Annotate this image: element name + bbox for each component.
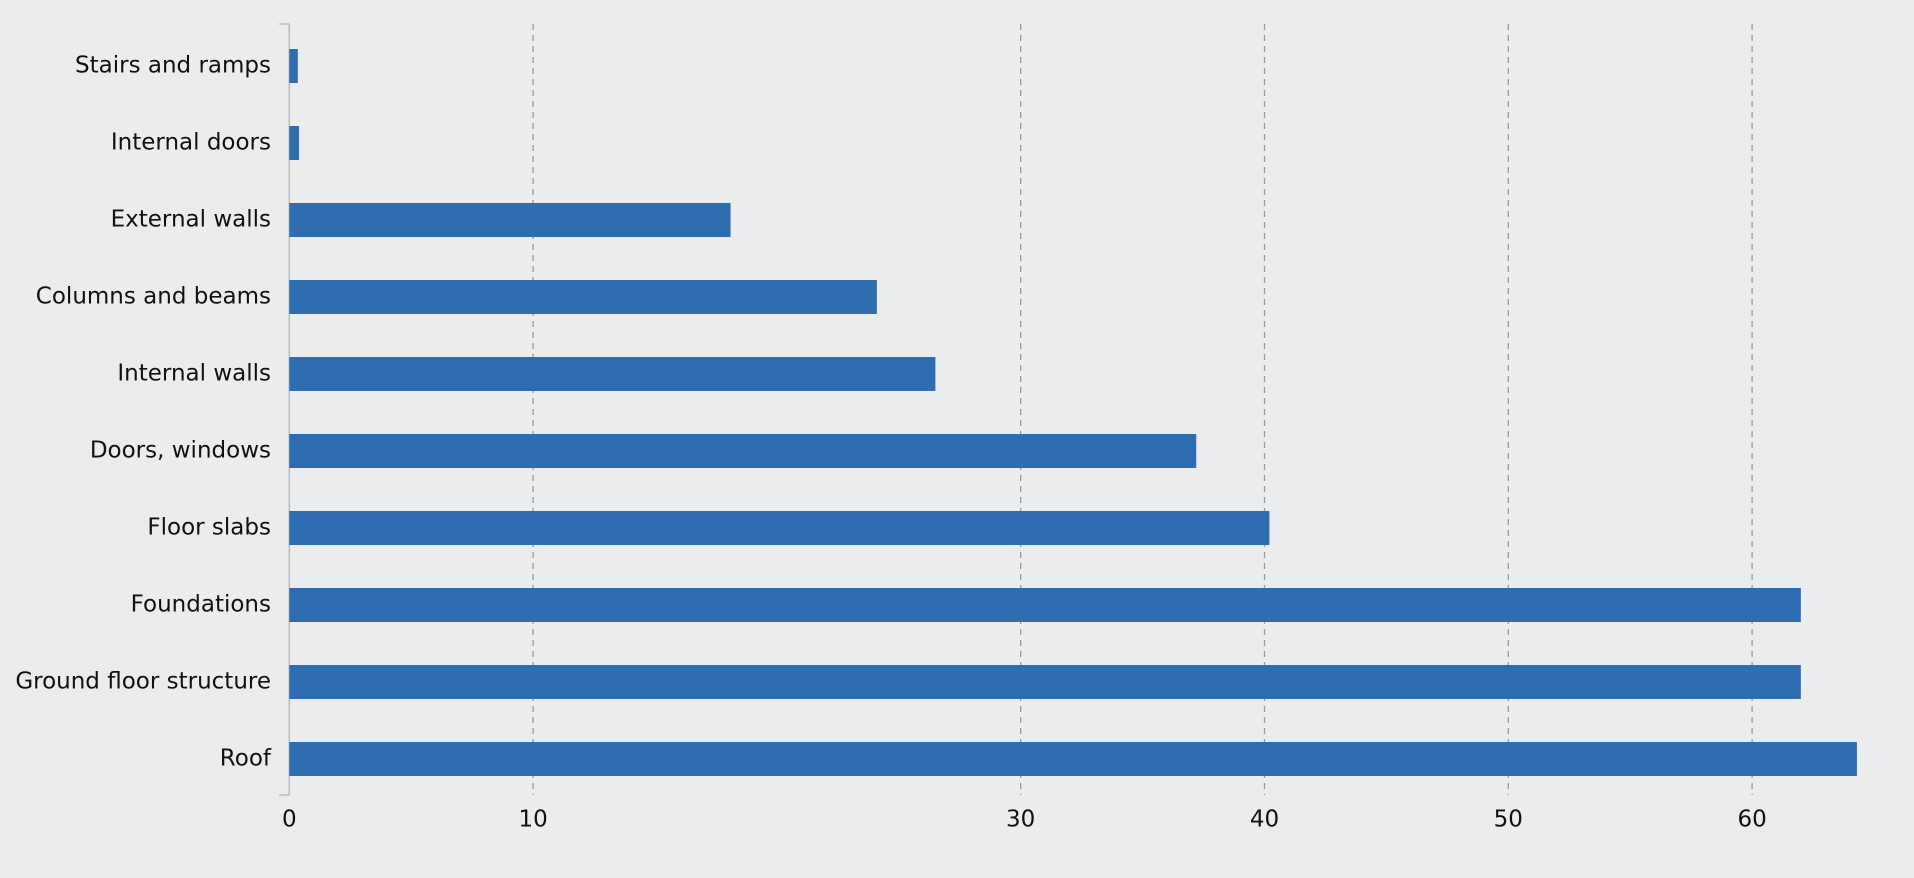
bar: [289, 588, 1801, 622]
x-tick-label: 0: [282, 807, 297, 833]
y-tick-label: Doors, windows: [90, 438, 271, 464]
x-tick-label: 60: [1737, 807, 1766, 833]
y-tick-label: External walls: [111, 207, 271, 233]
y-tick-label: Columns and beams: [36, 284, 271, 310]
x-tick-label: 50: [1494, 807, 1523, 833]
x-tick-label: 30: [1006, 807, 1035, 833]
y-tick-label: Foundations: [131, 592, 271, 618]
y-tick-label: Floor slabs: [147, 515, 271, 541]
x-tick-label: 10: [518, 807, 547, 833]
y-tick-label: Stairs and ramps: [75, 53, 271, 79]
bar: [289, 357, 936, 391]
bar: [289, 280, 877, 314]
bar: [289, 49, 298, 83]
y-tick-label: Internal walls: [117, 361, 271, 387]
bar: [289, 434, 1197, 468]
bar: [289, 511, 1270, 545]
x-tick-label: 40: [1250, 807, 1279, 833]
y-tick-label: Ground floor structure: [15, 669, 271, 695]
bar: [289, 665, 1801, 699]
y-tick-label: Internal doors: [111, 130, 271, 156]
bar: [289, 742, 1857, 776]
bar: [289, 203, 731, 237]
bar: [289, 126, 300, 160]
y-tick-label: Roof: [220, 746, 272, 772]
